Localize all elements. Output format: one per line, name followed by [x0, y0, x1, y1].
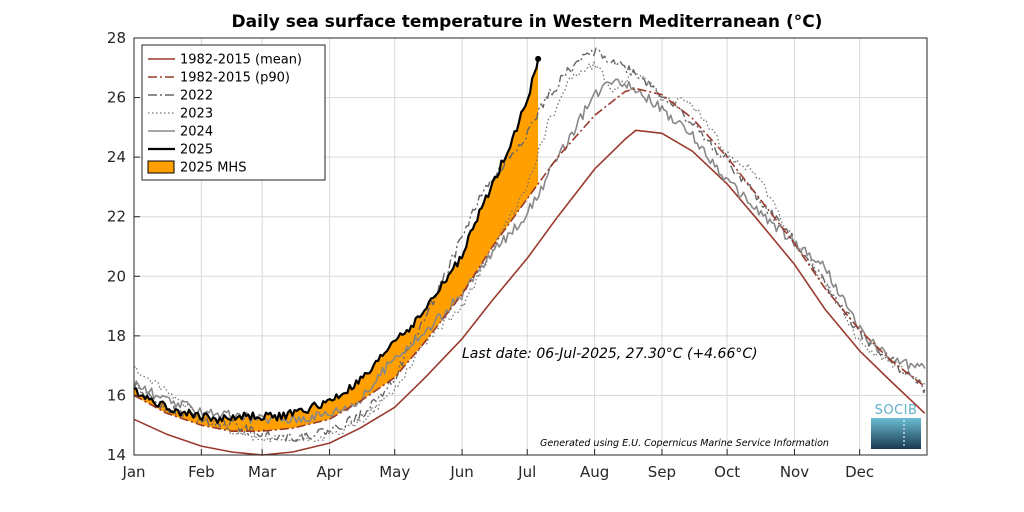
copernicus-credit: Generated using E.U. Copernicus Marine S…	[540, 438, 829, 449]
x-tick-label: Feb	[188, 463, 215, 481]
legend-label: 2022	[180, 89, 213, 104]
y-tick-label: 18	[107, 327, 126, 345]
y-tick-label: 20	[107, 267, 126, 285]
legend-swatch	[147, 160, 175, 174]
last-point-marker	[535, 55, 542, 62]
y-tick-label: 26	[107, 89, 126, 107]
socib-logo-mark	[871, 418, 921, 449]
y-tick-label: 24	[107, 148, 126, 166]
x-tick-label: Oct	[714, 463, 740, 481]
y-tick-label: 22	[107, 208, 126, 226]
x-tick-label: Jan	[121, 463, 145, 481]
series-line-2023	[133, 61, 926, 443]
x-tick-label: Aug	[580, 463, 609, 481]
x-tick-label: Jul	[517, 463, 536, 481]
x-tick-label: Dec	[845, 463, 874, 481]
last-date-annotation: Last date: 06-Jul-2025, 27.30°C (+4.66°C…	[462, 346, 758, 362]
y-tick-label: 14	[107, 446, 126, 464]
series-line-2022	[133, 47, 926, 442]
y-tick-label: 28	[107, 29, 126, 47]
x-tick-label: Nov	[780, 463, 809, 481]
series-line-1982-2015-p90-	[133, 87, 926, 432]
legend-label: 2023	[180, 107, 213, 122]
series-line-2025	[134, 58, 540, 424]
x-tick-label: Mar	[248, 463, 277, 481]
x-tick-label: May	[379, 463, 410, 481]
legend: 1982-2015 (mean) 1982-2015 (p90) 2022 2023 2…	[141, 44, 326, 181]
legend-label: 2025 MHS	[180, 161, 246, 176]
legend-label: 2024	[180, 125, 213, 140]
plot-frame	[133, 37, 928, 456]
legend-label: 1982-2015 (p90)	[180, 71, 290, 86]
x-tick-label: Jun	[449, 463, 473, 481]
x-tick-label: Apr	[317, 463, 344, 481]
legend-label: 2025	[180, 143, 213, 158]
legend-label: 1982-2015 (mean)	[180, 53, 302, 68]
x-tick-label: Sep	[648, 463, 676, 481]
chart-title: Daily sea surface temperature in Western…	[232, 12, 823, 32]
socib-logo-text: SOCIB	[875, 403, 918, 418]
y-tick-label: 16	[107, 386, 126, 404]
series-line-2024	[133, 78, 926, 425]
socib-logo: SOCIB	[871, 403, 921, 449]
